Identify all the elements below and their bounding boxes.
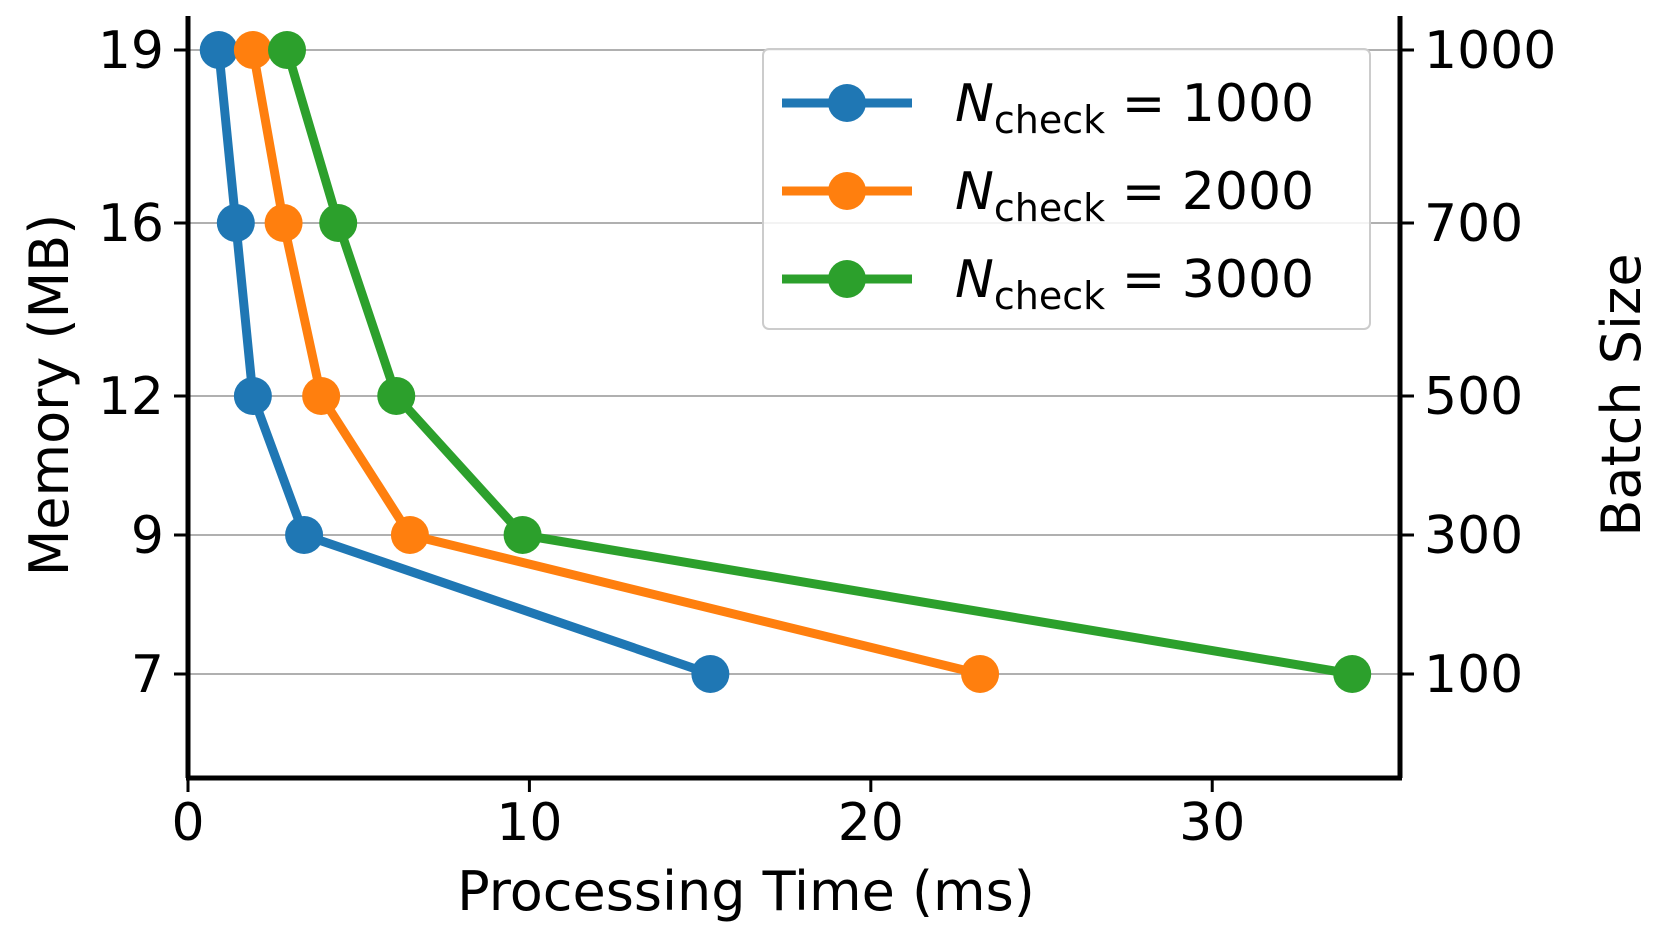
legend-entry-2: Ncheck = 2000 bbox=[782, 162, 1314, 230]
data-point bbox=[233, 31, 272, 69]
y2-tick-label: 300 bbox=[1424, 506, 1523, 566]
data-point bbox=[302, 377, 341, 415]
series-3 bbox=[268, 31, 1372, 693]
x-axis-label: Processing Time (ms) bbox=[457, 860, 1035, 923]
y-tick-label: 12 bbox=[98, 367, 164, 427]
legend-label: Ncheck = 3000 bbox=[955, 250, 1314, 318]
series-line bbox=[214, 49, 712, 679]
x-tick-label: 10 bbox=[496, 793, 562, 853]
y2-tick-label: 700 bbox=[1424, 194, 1523, 254]
legend: Ncheck = 1000 Ncheck = 2000 Ncheck = 3000 bbox=[762, 48, 1371, 330]
x-tick-label: 0 bbox=[171, 793, 204, 853]
data-point bbox=[285, 516, 324, 554]
data-point bbox=[233, 377, 272, 415]
legend-marker bbox=[828, 172, 866, 210]
y2-tick-label: 500 bbox=[1424, 367, 1523, 427]
data-point bbox=[961, 655, 1000, 693]
y-tick-label: 16 bbox=[98, 194, 164, 254]
data-point bbox=[390, 516, 429, 554]
data-point bbox=[503, 516, 542, 554]
axes bbox=[174, 16, 1414, 792]
legend-entry-3: Ncheck = 3000 bbox=[782, 250, 1314, 318]
y-tick-label: 7 bbox=[131, 645, 164, 705]
y-tick-label: 9 bbox=[131, 506, 164, 566]
y2-axis-label: Batch Size bbox=[1590, 253, 1653, 536]
data-point bbox=[377, 377, 416, 415]
x-tick-label: 20 bbox=[838, 793, 904, 853]
data-point bbox=[691, 655, 730, 693]
y-tick-label: 19 bbox=[98, 21, 164, 81]
data-point bbox=[216, 204, 255, 242]
y2-tick-label: 1000 bbox=[1424, 21, 1556, 81]
legend-box bbox=[762, 48, 1371, 330]
data-point bbox=[264, 204, 303, 242]
legend-marker bbox=[828, 260, 866, 298]
series-lines bbox=[199, 31, 1372, 693]
x-tick-label: 30 bbox=[1179, 793, 1245, 853]
legend-label: Ncheck = 2000 bbox=[955, 162, 1314, 230]
series-2 bbox=[233, 31, 1000, 693]
legend-entry-1: Ncheck = 1000 bbox=[782, 74, 1314, 142]
series-1 bbox=[199, 31, 730, 693]
data-point bbox=[319, 204, 358, 242]
data-point bbox=[199, 31, 238, 69]
y2-tick-label: 100 bbox=[1424, 645, 1523, 705]
y-axis-label: Memory (MB) bbox=[18, 214, 81, 577]
legend-label: Ncheck = 1000 bbox=[955, 74, 1314, 142]
data-point bbox=[1333, 655, 1372, 693]
data-point bbox=[268, 31, 307, 69]
legend-marker bbox=[828, 84, 866, 122]
